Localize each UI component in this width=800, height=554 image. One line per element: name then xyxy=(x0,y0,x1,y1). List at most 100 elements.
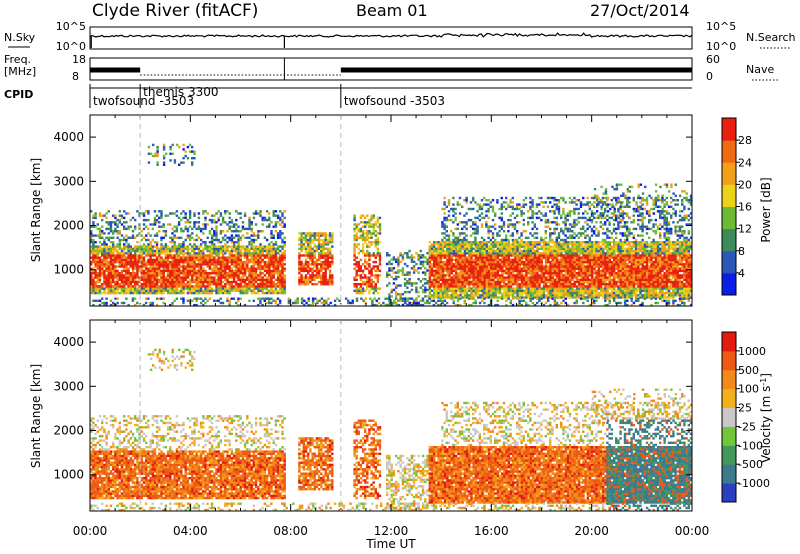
data-cell xyxy=(268,254,271,257)
data-cell xyxy=(441,265,445,268)
data-cell xyxy=(116,218,119,222)
data-cell xyxy=(457,276,460,279)
data-cell xyxy=(116,272,119,275)
data-cell xyxy=(127,227,130,231)
data-cell xyxy=(199,263,203,266)
data-cell xyxy=(138,289,141,292)
data-cell xyxy=(243,267,247,270)
data-cell xyxy=(230,245,234,248)
data-cell xyxy=(191,254,194,257)
data-cell xyxy=(131,216,135,220)
data-cell xyxy=(302,254,305,257)
data-cell xyxy=(224,276,227,279)
data-cell xyxy=(575,276,579,279)
data-cell xyxy=(158,278,161,281)
data-cell xyxy=(279,274,282,277)
data-cell xyxy=(228,212,231,215)
data-cell xyxy=(162,280,165,284)
data-cell xyxy=(355,269,358,273)
data-cell xyxy=(199,254,203,257)
data-cell xyxy=(573,272,576,275)
data-cell xyxy=(584,272,587,275)
data-cell xyxy=(470,283,473,286)
data-cell xyxy=(138,256,141,259)
data-cell xyxy=(501,291,504,295)
data-cell xyxy=(555,287,559,290)
data-cell xyxy=(257,285,260,288)
data-cell xyxy=(364,260,367,264)
data-cell xyxy=(101,230,104,233)
data-cell xyxy=(131,278,135,281)
data-cell xyxy=(283,269,286,273)
data-cell xyxy=(243,245,247,248)
data-cell xyxy=(465,258,469,262)
data-cell xyxy=(534,254,537,257)
data-cell xyxy=(577,249,581,253)
data-cell xyxy=(171,285,174,288)
data-cell xyxy=(529,263,532,266)
data-cell xyxy=(138,227,141,231)
data-cell xyxy=(219,241,223,244)
data-cell xyxy=(507,265,510,268)
data-cell xyxy=(485,274,489,277)
data-cell xyxy=(197,278,201,281)
data-cell xyxy=(547,272,550,275)
data-cell xyxy=(118,283,121,286)
data-cell xyxy=(364,276,367,279)
data-cell xyxy=(452,291,456,295)
data-cell xyxy=(166,252,170,255)
data-cell xyxy=(448,276,451,279)
data-cell xyxy=(221,269,225,273)
data-cell xyxy=(237,265,240,268)
data-cell xyxy=(90,252,93,255)
data-cell xyxy=(268,278,271,281)
data-cell xyxy=(199,269,203,273)
data-cell xyxy=(241,254,245,257)
data-cell xyxy=(127,285,130,288)
data-cell xyxy=(118,210,121,213)
data-cell xyxy=(534,269,537,273)
data-cell xyxy=(151,274,154,277)
data-cell xyxy=(145,267,148,270)
data-cell xyxy=(276,263,280,266)
data-cell xyxy=(326,252,330,255)
data-cell xyxy=(219,287,223,290)
data-cell xyxy=(586,241,590,244)
data-cell xyxy=(210,289,214,292)
data-cell xyxy=(155,280,159,284)
data-cell xyxy=(313,249,316,253)
data-cell xyxy=(149,234,152,237)
data-cell xyxy=(241,245,245,248)
data-cell xyxy=(410,254,414,257)
data-cell xyxy=(177,267,181,270)
data-cell xyxy=(160,252,163,255)
data-cell xyxy=(540,256,543,259)
data-cell xyxy=(239,276,242,279)
data-cell xyxy=(428,265,431,268)
data-cell xyxy=(188,225,192,228)
data-cell xyxy=(433,272,436,275)
data-cell xyxy=(197,252,201,255)
data-cell xyxy=(226,283,229,286)
data-cell xyxy=(304,234,308,237)
data-cell xyxy=(376,241,380,244)
data-cell xyxy=(230,280,234,284)
data-cell xyxy=(595,243,598,246)
data-cell xyxy=(461,278,464,281)
data-cell xyxy=(584,276,587,279)
data-cell xyxy=(221,276,225,279)
data-cell xyxy=(468,285,471,288)
data-cell xyxy=(92,260,95,264)
data-cell xyxy=(202,252,205,255)
data-cell xyxy=(283,267,286,270)
data-cell xyxy=(142,280,146,284)
data-cell xyxy=(542,289,546,292)
data-cell xyxy=(588,283,592,286)
data-cell xyxy=(359,230,363,233)
data-cell xyxy=(441,296,445,299)
data-cell xyxy=(317,263,321,266)
data-cell xyxy=(184,212,187,215)
data-cell xyxy=(235,287,238,290)
data-cell xyxy=(571,276,574,279)
data-cell xyxy=(180,256,183,259)
